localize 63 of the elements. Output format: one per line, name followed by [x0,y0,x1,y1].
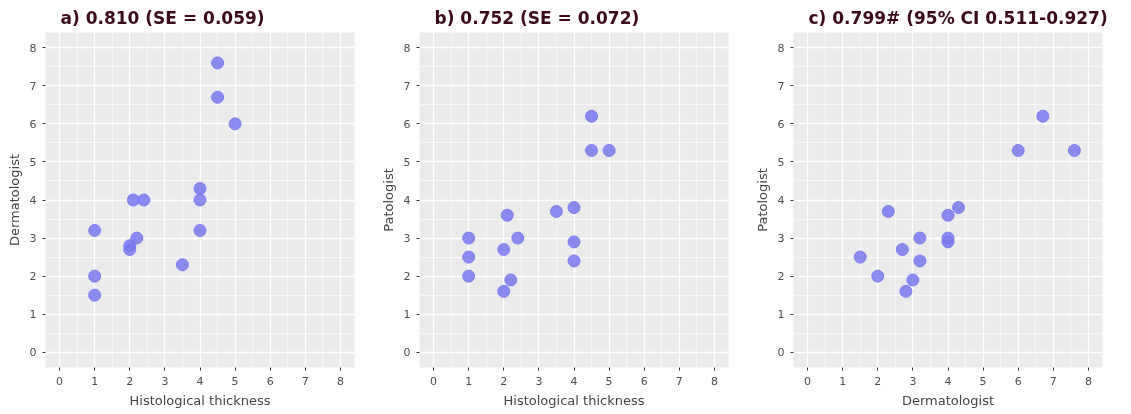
x-tick-label: 4 [570,374,578,388]
x-tick-label: 8 [710,374,718,388]
y-tick-label: 1 [403,308,411,322]
y-axis-title: Dermatologist [6,153,22,247]
y-tick-label: 3 [777,232,785,246]
x-tick-label: 8 [1084,374,1092,388]
x-tick-label: 2 [126,374,134,388]
y-tick-label: 1 [29,308,37,322]
x-tick-label: 0 [56,374,64,388]
y-axis-title: Patologist [380,168,396,232]
x-tick-label: 0 [804,374,812,388]
x-tick-label: 4 [196,374,204,388]
x-tick-label: 4 [944,374,952,388]
x-tick-label: 3 [161,374,169,388]
x-tick-label: 2 [500,374,508,388]
chart-title: a) 0.810 (SE = 0.059) [60,7,265,28]
x-tick-label: 5 [605,374,613,388]
y-tick-label: 5 [403,155,411,169]
y-tick-label: 2 [403,270,411,284]
x-tick-label: 7 [1049,374,1057,388]
x-tick-label: 5 [979,374,987,388]
x-tick-label: 6 [1014,374,1022,388]
y-tick-label: 6 [777,117,785,131]
y-tick-label: 2 [29,270,37,284]
x-tick-label: 3 [909,374,917,388]
y-tick-label: 0 [403,346,411,360]
y-tick-label: 7 [29,79,37,93]
y-tick-label: 8 [403,41,411,55]
x-tick-label: 7 [301,374,309,388]
x-tick-label: 1 [465,374,473,388]
y-tick-label: 4 [403,194,411,207]
x-axis-title: Dermatologist [901,392,995,408]
x-tick-label: 1 [91,374,99,388]
y-tick-label: 7 [777,79,785,93]
x-tick-label: 2 [874,374,882,388]
y-tick-label: 5 [777,155,785,169]
y-tick-label: 6 [29,117,37,131]
y-tick-label: 6 [403,117,411,131]
x-tick-label: 0 [430,374,438,388]
y-tick-label: 1 [777,308,785,322]
y-axis-title: Patologist [754,168,770,232]
x-axis-title: Histological thickness [129,392,271,408]
y-tick-label: 3 [29,232,37,246]
chart-title: b) 0.752 (SE = 0.072) [434,7,640,28]
y-tick-label: 3 [403,232,411,246]
y-tick-label: 4 [777,194,785,207]
x-tick-label: 6 [266,374,274,388]
y-tick-label: 0 [777,346,785,360]
y-tick-label: 7 [403,79,411,93]
x-tick-label: 5 [231,374,239,388]
x-axis-title: Histological thickness [503,392,645,408]
y-tick-label: 2 [777,270,785,284]
x-tick-label: 1 [839,374,847,388]
x-tick-label: 8 [336,374,344,388]
chart-title: c) 0.799# (95% CI 0.511-0.927) [808,7,1108,28]
y-tick-label: 8 [29,41,37,55]
y-tick-label: 8 [777,41,785,55]
y-tick-label: 0 [29,346,37,360]
x-tick-label: 3 [535,374,543,388]
x-tick-label: 6 [640,374,648,388]
x-tick-label: 7 [675,374,683,388]
y-tick-label: 5 [29,155,37,169]
y-tick-label: 4 [29,194,37,207]
